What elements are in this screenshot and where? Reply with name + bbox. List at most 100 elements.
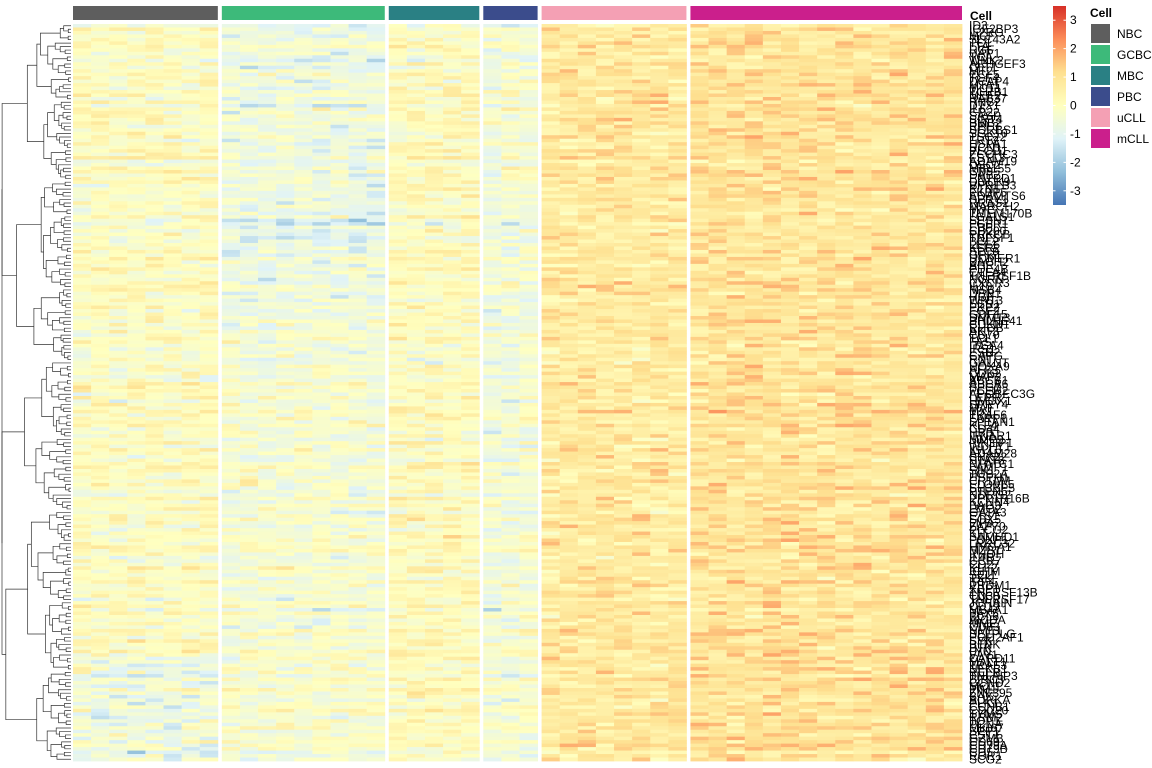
heatmap-cell — [461, 302, 480, 306]
heatmap-cell — [483, 187, 502, 192]
heatmap-cell — [650, 30, 669, 35]
heatmap-cell — [726, 249, 746, 254]
heatmap-cell — [835, 329, 854, 334]
heatmap-cell — [780, 62, 800, 67]
heatmap-cell — [388, 270, 408, 275]
heatmap-cell — [614, 34, 633, 39]
heatmap-cell — [127, 236, 146, 240]
heatmap-cell — [943, 316, 963, 320]
heatmap-cell — [835, 229, 854, 233]
heatmap-cell — [559, 97, 579, 101]
heatmap-cell — [258, 121, 277, 126]
heatmap-cell — [501, 37, 520, 42]
heatmap-cell — [330, 138, 349, 143]
heatmap-cell — [871, 316, 890, 320]
heatmap-cell — [443, 256, 462, 261]
heatmap-cell — [294, 249, 313, 254]
dendrogram-branch — [65, 546, 71, 552]
heatmap-cell — [330, 201, 349, 206]
heatmap-cell — [443, 34, 462, 39]
heatmap-cell — [614, 333, 633, 338]
heatmap-cell — [595, 176, 615, 181]
heatmap-cell — [348, 121, 368, 126]
heatmap-cell — [366, 173, 386, 178]
heatmap-cell — [73, 37, 92, 42]
heatmap-cell — [312, 312, 331, 317]
heatmap-cell — [145, 298, 164, 303]
heatmap-cell — [461, 163, 480, 167]
heatmap-cell — [483, 229, 502, 233]
heatmap-cell — [744, 288, 764, 293]
heatmap-cell — [907, 291, 927, 296]
heatmap-cell — [258, 211, 277, 216]
heatmap-cell — [276, 225, 295, 230]
heatmap-cell — [73, 131, 92, 136]
heatmap-cell — [799, 149, 818, 154]
heatmap-cell — [294, 180, 313, 185]
heatmap-cell — [348, 253, 368, 258]
heatmap-cell — [181, 288, 201, 293]
heatmap-cell — [312, 215, 331, 220]
heatmap-cell — [614, 347, 633, 352]
heatmap-cell — [744, 218, 764, 223]
heatmap-cell — [501, 343, 520, 348]
heatmap-cell — [871, 103, 890, 108]
heatmap-cell — [73, 256, 92, 261]
heatmap-cell — [330, 246, 349, 251]
heatmap-cell — [181, 350, 201, 355]
heatmap-cell — [73, 243, 92, 247]
heatmap-cell — [258, 291, 277, 296]
heatmap-cell — [127, 103, 146, 108]
heatmap-cell — [632, 117, 651, 122]
heatmap-cell — [925, 309, 945, 313]
heatmap-cell — [595, 48, 615, 53]
heatmap-cell — [577, 277, 597, 282]
heatmap-cell — [109, 225, 128, 230]
heatmap-cell — [109, 329, 128, 334]
heatmap-cell — [744, 347, 764, 352]
heatmap-cell — [239, 326, 259, 331]
heatmap-cell — [690, 107, 709, 112]
heatmap-cell — [632, 361, 651, 366]
heatmap-cell — [199, 357, 219, 362]
heatmap-cell — [853, 295, 872, 300]
heatmap-cell — [330, 145, 349, 150]
heatmap-cell — [871, 55, 890, 60]
heatmap-cell — [799, 263, 818, 268]
heatmap-cell — [258, 340, 277, 345]
heatmap-cell — [577, 156, 597, 160]
heatmap-cell — [330, 97, 349, 101]
heatmap-cell — [406, 142, 426, 147]
heatmap-cell — [258, 187, 277, 192]
heatmap-cell — [276, 319, 295, 324]
heatmap-cell — [835, 44, 854, 49]
heatmap-cell — [388, 249, 408, 254]
heatmap-cell — [943, 37, 963, 42]
heatmap-cell — [501, 316, 520, 320]
heatmap-cell — [943, 145, 963, 150]
heatmap-cell — [889, 218, 909, 223]
heatmap-cell — [519, 336, 539, 341]
heatmap-cell — [163, 357, 183, 362]
heatmap-cell — [541, 305, 561, 310]
heatmap-cell — [276, 260, 295, 265]
heatmap-cell — [443, 152, 462, 157]
heatmap-cell — [221, 357, 241, 362]
heatmap-cell — [501, 183, 520, 188]
heatmap-cell — [348, 93, 368, 98]
heatmap-cell — [817, 65, 836, 70]
heatmap-cell — [577, 326, 597, 331]
heatmap-cell — [835, 190, 854, 195]
heatmap-cell — [632, 350, 651, 355]
heatmap-cell — [853, 197, 872, 202]
heatmap-cell — [853, 76, 872, 81]
heatmap-cell — [127, 117, 146, 122]
heatmap-cell — [294, 326, 313, 331]
heatmap-cell — [690, 149, 709, 154]
heatmap-cell — [424, 343, 444, 348]
heatmap-cell — [483, 288, 502, 293]
heatmap-cell — [541, 211, 561, 216]
heatmap-cell — [907, 90, 927, 94]
heatmap-cell — [780, 281, 800, 286]
heatmap-cell — [388, 145, 408, 150]
